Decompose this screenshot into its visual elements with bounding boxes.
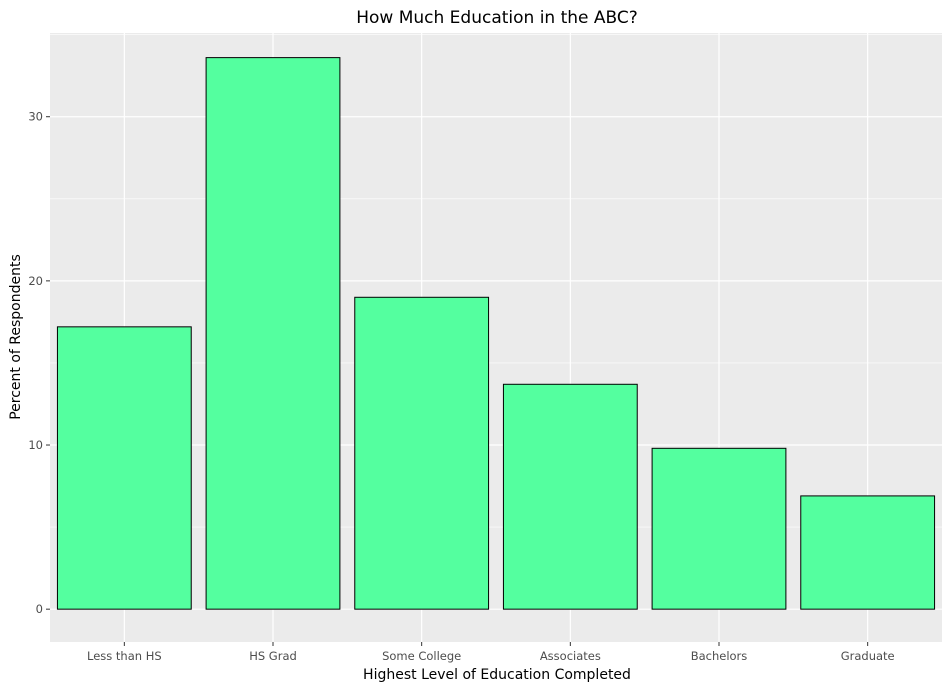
plot-panel bbox=[50, 33, 942, 642]
x-tick-label: Associates bbox=[540, 649, 601, 663]
y-tick-label: 10 bbox=[28, 438, 43, 452]
x-tick-label: Graduate bbox=[841, 649, 895, 663]
bar bbox=[56, 326, 192, 610]
y-tick-label: 0 bbox=[36, 602, 43, 616]
x-tick-label: Bachelors bbox=[691, 649, 748, 663]
bar bbox=[800, 495, 936, 610]
x-axis: Less than HS HS Grad Some College Associate… bbox=[87, 642, 895, 663]
y-axis: 0 10 20 30 bbox=[28, 110, 50, 616]
x-axis-title: Highest Level of Education Completed bbox=[363, 667, 631, 683]
bar bbox=[205, 57, 341, 610]
chart-title: How Much Education in the ABC? bbox=[356, 8, 638, 28]
x-tick-label: Less than HS bbox=[87, 649, 162, 663]
y-axis-title: Percent of Respondents bbox=[8, 254, 24, 420]
y-tick-label: 30 bbox=[28, 110, 43, 124]
bars bbox=[56, 57, 936, 610]
bar bbox=[354, 296, 490, 610]
x-tick-label: Some College bbox=[382, 649, 461, 663]
bar bbox=[651, 447, 787, 610]
y-tick-label: 20 bbox=[28, 274, 43, 288]
x-tick-label: HS Grad bbox=[249, 649, 297, 663]
bar bbox=[502, 383, 638, 610]
